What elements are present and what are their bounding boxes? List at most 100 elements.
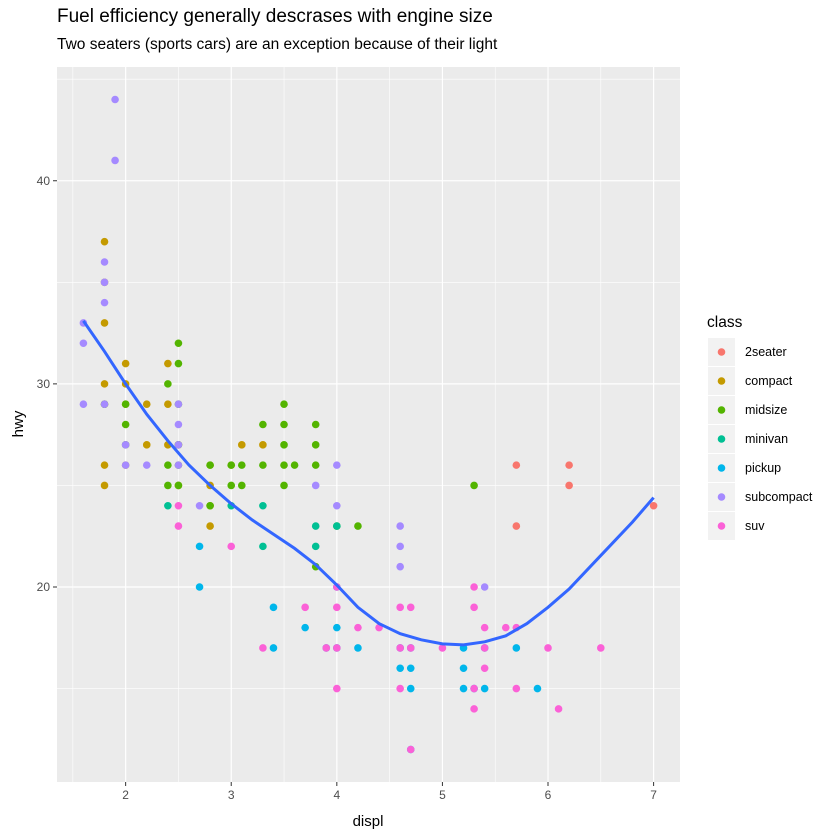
data-point-suv [554,705,563,713]
data-point-pickup [269,603,278,612]
data-point-midsize [280,481,288,490]
data-point-midsize [280,400,288,408]
legend: class 2seater compact midsize minivan pickup… [707,314,813,540]
data-point-suv [227,542,236,551]
x-tick-label: 4 [333,788,340,802]
data-point-midsize [237,481,246,490]
data-point-midsize [174,359,183,368]
data-point-subcompact [333,461,341,469]
chart-title: Fuel efficiency generally descrases with… [57,6,493,27]
data-point-suv [174,501,183,510]
data-point-pickup [459,664,468,673]
data-point-subcompact [111,95,119,104]
data-point-midsize [280,420,288,429]
data-point-pickup [396,664,404,673]
data-point-pickup [301,623,309,632]
data-point-suv [470,603,478,612]
chart-subtitle: Two seaters (sports cars) are an excepti… [57,36,498,53]
data-point-compact [142,441,151,449]
data-point-compact [237,441,246,449]
plot-panel [57,67,680,782]
data-point-subcompact [100,298,109,307]
legend-label-pickup: pickup [745,461,781,475]
legend-key-suv [717,522,726,530]
data-point-suv [333,644,341,652]
data-point-suv [301,603,309,612]
data-point-suv [354,623,362,632]
data-point-midsize [280,441,288,449]
data-point-compact [100,380,109,388]
data-point-compact [206,522,214,530]
data-point-subcompact [174,400,183,408]
data-point-subcompact [480,583,489,591]
data-point-suv [406,603,415,612]
legend-label-compact: compact [745,374,793,388]
data-point-pickup [533,684,542,693]
data-point-2seater [565,481,573,490]
data-point-subcompact [100,400,109,408]
y-tick-label: 30 [37,377,51,391]
data-point-midsize [164,481,172,490]
data-point-compact [142,400,151,408]
data-point-suv [406,644,415,652]
data-point-minivan [311,542,320,551]
data-point-midsize [280,461,288,469]
data-point-2seater [565,461,573,469]
data-point-suv [470,705,478,713]
data-point-midsize [121,420,130,429]
data-point-minivan [259,542,267,551]
data-point-subcompact [100,258,109,266]
legend-label-midsize: midsize [745,403,787,417]
data-point-suv [396,644,404,652]
data-point-subcompact [396,562,404,571]
data-point-midsize [206,461,214,469]
data-point-suv [470,684,478,693]
legend-key-2seater [717,348,726,356]
data-point-subcompact [333,501,341,510]
data-point-pickup [354,644,362,652]
data-point-subcompact [111,156,119,165]
data-point-2seater [512,461,521,469]
legend-label-suv: suv [745,519,765,533]
data-point-compact [164,359,172,368]
data-point-suv [259,644,267,652]
data-point-minivan [311,522,320,530]
axes: 2 3 4 5 6 7 20 30 40 [37,174,658,802]
data-point-suv [470,583,478,591]
legend-key-subcompact [717,493,726,501]
y-tick-label: 40 [37,174,51,188]
data-point-pickup [406,664,415,673]
data-point-minivan [164,501,172,510]
data-point-pickup [195,542,204,551]
data-point-subcompact [79,400,88,408]
data-point-midsize [174,481,183,490]
x-tick-label: 6 [545,788,552,802]
data-point-subcompact [121,461,130,469]
data-point-suv [333,684,341,693]
data-point-midsize [164,461,172,469]
legend-label-subcompact: subcompact [745,490,813,504]
data-point-pickup [459,684,468,693]
data-point-2seater [512,522,521,530]
data-point-compact [100,481,109,490]
data-point-minivan [259,501,267,510]
data-point-midsize [259,420,267,429]
legend-key-compact [717,377,726,385]
x-axis-title: displ [353,813,384,830]
data-point-midsize [259,461,267,469]
smooth-trend-line [82,320,655,647]
legend-key-midsize [717,406,726,414]
data-point-suv [480,623,489,632]
legend-key-pickup [717,464,726,472]
data-point-midsize [311,441,320,449]
data-point-2seater [649,501,658,510]
data-point-suv [333,603,341,612]
data-point-midsize [311,420,320,429]
x-tick-label: 5 [439,788,446,802]
data-point-midsize [227,481,236,490]
data-point-subcompact [100,278,109,287]
data-point-midsize [354,522,362,530]
data-point-subcompact [311,481,320,490]
data-point-suv [406,745,415,754]
